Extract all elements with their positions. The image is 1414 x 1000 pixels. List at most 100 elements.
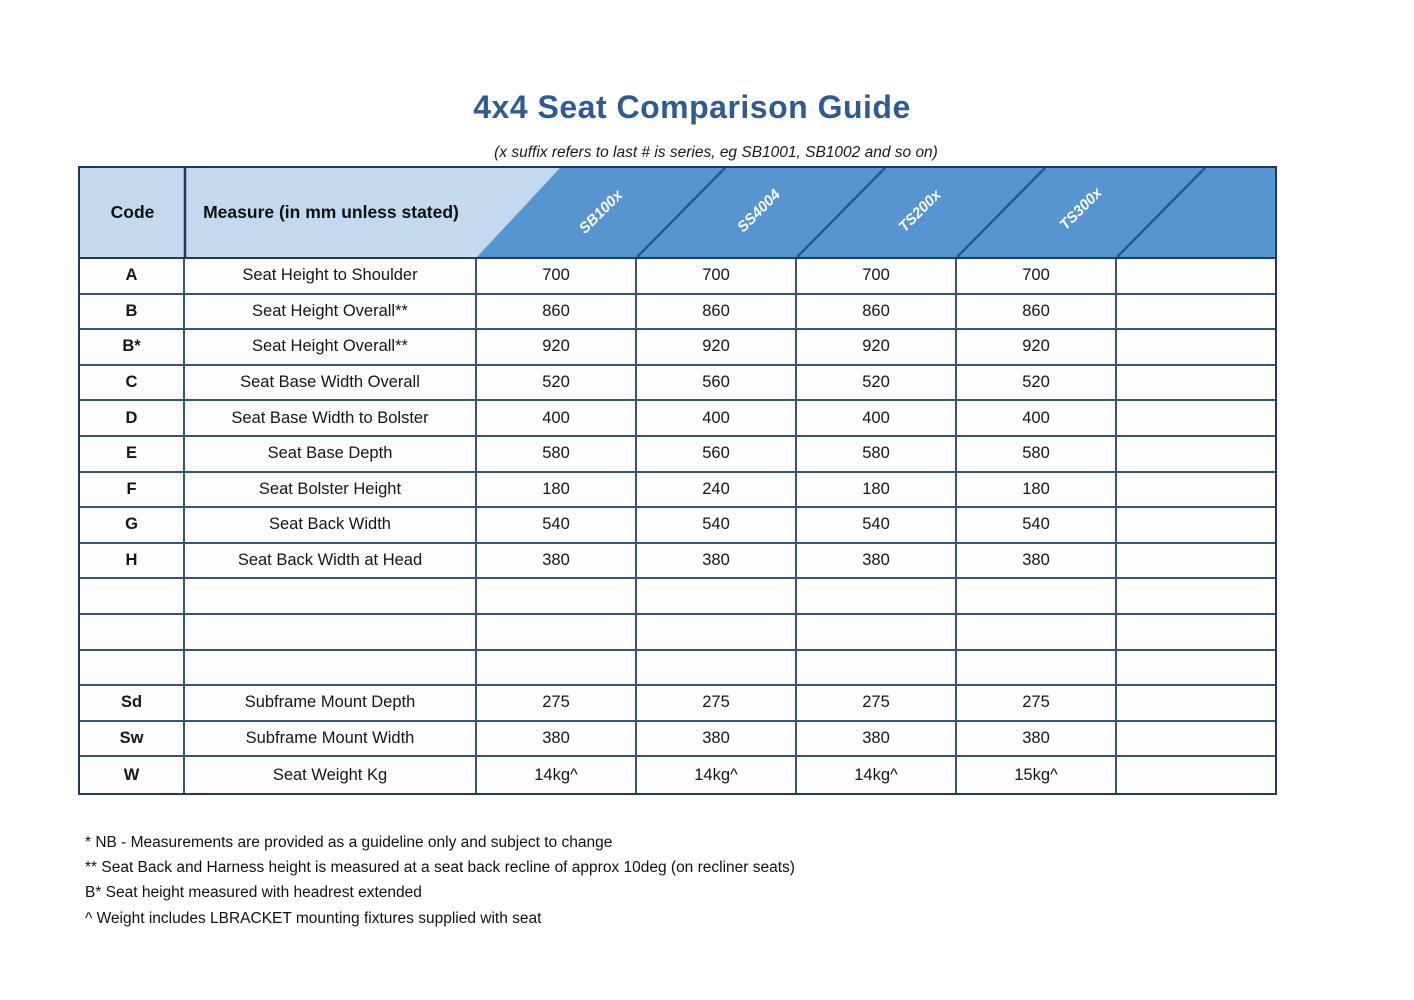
value-cell: 400 xyxy=(477,401,637,437)
row-code-cell: B xyxy=(80,294,185,331)
row-code-cell: Sw xyxy=(80,721,185,758)
page-title: 4x4 Seat Comparison Guide xyxy=(473,89,911,125)
value-cell: 380 xyxy=(797,721,957,758)
value-cell xyxy=(1117,330,1275,366)
table-body: A Seat Height to Shoulder 700 700 700 700 B Sea… xyxy=(80,259,1275,793)
value-cell: 560 xyxy=(637,436,797,473)
row-code-cell: A xyxy=(80,259,185,295)
value-cell: 540 xyxy=(637,508,797,544)
value-cell: 14kg^ xyxy=(477,757,637,793)
value-cell: 920 xyxy=(477,330,637,366)
value-cell: 275 xyxy=(637,686,797,722)
value-cell: 700 xyxy=(477,259,637,295)
value-cell: 860 xyxy=(637,294,797,331)
value-cell: 400 xyxy=(957,401,1117,437)
value-cell xyxy=(1117,436,1275,473)
measure-cell: Subframe Mount Depth xyxy=(185,686,477,722)
value-cell: 380 xyxy=(957,721,1117,758)
measure-cell: Seat Back Width xyxy=(185,508,477,544)
footnote-recline: ** Seat Back and Harness height is measu… xyxy=(85,859,795,877)
value-cell: 520 xyxy=(477,365,637,402)
measure-cell: Seat Base Depth xyxy=(185,436,477,473)
row-code-cell: D xyxy=(80,401,185,437)
value-cell: 380 xyxy=(637,721,797,758)
value-cell: 14kg^ xyxy=(637,757,797,793)
value-cell: 380 xyxy=(477,721,637,758)
header-diagonal-decoration xyxy=(80,168,1275,257)
value-cell: 240 xyxy=(637,472,797,509)
value-cell: 275 xyxy=(477,686,637,722)
measure-cell: Seat Back Width at Head xyxy=(185,543,477,580)
value-cell xyxy=(477,650,637,687)
value-cell xyxy=(957,579,1117,615)
value-cell: 180 xyxy=(477,472,637,509)
row-code-cell: C xyxy=(80,365,185,402)
value-cell: 560 xyxy=(637,365,797,402)
value-cell: 700 xyxy=(957,259,1117,295)
table-header: Code Measure (in mm unless stated) SB100… xyxy=(80,168,1275,259)
value-cell: 860 xyxy=(797,294,957,331)
value-cell: 860 xyxy=(477,294,637,331)
value-cell xyxy=(1117,365,1275,402)
value-cell xyxy=(1117,721,1275,758)
comparison-table: Code Measure (in mm unless stated) SB100… xyxy=(78,166,1277,795)
value-cell: 275 xyxy=(797,686,957,722)
footnotes: * NB - Measurements are provided as a gu… xyxy=(85,830,795,931)
value-cell: 920 xyxy=(637,330,797,366)
value-cell xyxy=(1117,472,1275,509)
value-cell xyxy=(957,650,1117,687)
value-cell xyxy=(637,614,797,651)
value-cell: 580 xyxy=(477,436,637,473)
value-cell: 540 xyxy=(477,508,637,544)
footnote-weight: ^ Weight includes LBRACKET mounting fixt… xyxy=(85,909,542,927)
measure-cell: Seat Weight Kg xyxy=(185,757,477,793)
value-cell: 380 xyxy=(477,543,637,580)
footnote-guideline: * NB - Measurements are provided as a gu… xyxy=(85,834,613,851)
value-cell: 540 xyxy=(957,508,1117,544)
value-cell xyxy=(637,579,797,615)
measure-cell xyxy=(185,650,477,687)
measure-column-header: Measure (in mm unless stated) xyxy=(203,202,459,222)
value-cell xyxy=(1117,543,1275,580)
measure-cell: Seat Height Overall** xyxy=(185,294,477,331)
row-code-cell: B* xyxy=(80,330,185,366)
value-cell xyxy=(477,614,637,651)
footnote-headrest: B* Seat height measured with headrest ex… xyxy=(85,884,422,902)
measure-cell: Seat Height to Shoulder xyxy=(185,259,477,295)
value-cell xyxy=(1117,579,1275,615)
value-cell: 275 xyxy=(957,686,1117,722)
value-cell: 920 xyxy=(957,330,1117,366)
value-cell xyxy=(637,650,797,687)
value-cell: 540 xyxy=(797,508,957,544)
measure-cell: Seat Bolster Height xyxy=(185,472,477,509)
measure-cell: Seat Base Width Overall xyxy=(185,365,477,402)
value-cell xyxy=(1117,508,1275,544)
value-cell: 14kg^ xyxy=(797,757,957,793)
value-cell xyxy=(477,579,637,615)
value-cell xyxy=(1117,401,1275,437)
measure-cell: Subframe Mount Width xyxy=(185,721,477,758)
value-cell xyxy=(1117,259,1275,295)
value-cell: 580 xyxy=(797,436,957,473)
value-cell xyxy=(1117,294,1275,331)
value-cell xyxy=(797,650,957,687)
value-cell: 15kg^ xyxy=(957,757,1117,793)
value-cell: 180 xyxy=(957,472,1117,509)
code-column-header: Code xyxy=(110,202,155,222)
row-code-cell: G xyxy=(80,508,185,544)
row-code-cell xyxy=(80,614,185,651)
value-cell: 380 xyxy=(637,543,797,580)
measure-cell xyxy=(185,614,477,651)
row-code-cell: Sd xyxy=(80,686,185,722)
value-cell xyxy=(1117,757,1275,793)
value-cell: 380 xyxy=(957,543,1117,580)
value-cell: 520 xyxy=(797,365,957,402)
value-cell xyxy=(1117,650,1275,687)
value-cell: 580 xyxy=(957,436,1117,473)
value-cell: 400 xyxy=(797,401,957,437)
value-cell: 920 xyxy=(797,330,957,366)
row-code-cell xyxy=(80,650,185,687)
value-cell xyxy=(957,614,1117,651)
page-subtitle: (x suffix refers to last # is series, eg… xyxy=(494,144,938,161)
